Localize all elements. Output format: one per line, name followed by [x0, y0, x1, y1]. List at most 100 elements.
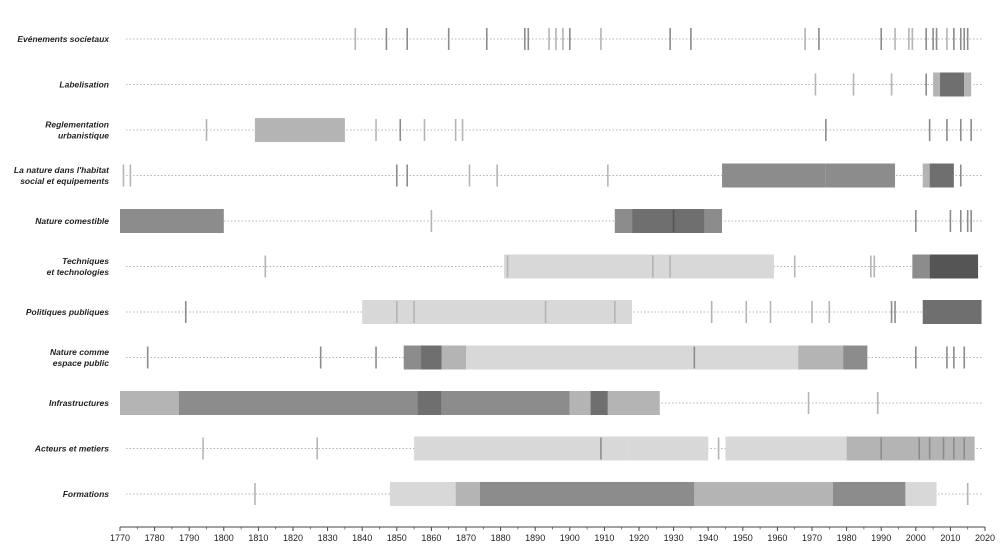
category-label-line: Acteurs et metiers	[34, 444, 109, 454]
event-tick	[652, 255, 654, 278]
period-band	[929, 163, 954, 188]
period-band	[120, 391, 179, 415]
event-tick	[690, 28, 692, 50]
event-tick	[966, 483, 969, 505]
category-row: Infrastructures	[49, 391, 982, 415]
category-row: Nature comme espace public	[50, 345, 982, 370]
period-band	[940, 72, 965, 97]
category-label: Evénements societaux	[17, 34, 110, 44]
period-band	[178, 391, 418, 415]
event-tick	[918, 437, 921, 460]
event-tick	[825, 119, 827, 141]
event-tick	[406, 164, 408, 187]
event-tick	[354, 28, 357, 50]
category-label-line: urbanistique	[58, 131, 109, 141]
event-tick	[264, 255, 267, 278]
event-tick	[928, 437, 931, 460]
event-tick	[915, 210, 917, 232]
category-row: Reglementation urbanistique	[45, 118, 982, 142]
event-tick	[496, 164, 498, 187]
event-tick	[793, 483, 796, 505]
category-label-line: Nature comestible	[35, 216, 109, 226]
period-band	[120, 209, 224, 233]
category-row: Acteurs et metiers	[34, 436, 982, 461]
event-tick	[953, 346, 955, 369]
category-label-line: espace public	[53, 358, 109, 368]
event-tick	[184, 301, 187, 323]
category-label-line: et technologies	[47, 267, 110, 277]
event-tick	[202, 437, 204, 460]
event-tick	[959, 164, 962, 187]
event-tick	[890, 73, 893, 96]
x-tick-label: 2000	[906, 533, 926, 543]
event-tick	[818, 346, 820, 369]
category-label-line: Formations	[63, 489, 110, 499]
period-band	[964, 72, 972, 97]
event-tick	[966, 210, 969, 232]
period-band	[607, 391, 660, 415]
x-tick-label: 1970	[802, 533, 822, 543]
period-band	[725, 436, 847, 461]
event-tick	[852, 73, 855, 96]
event-tick	[524, 28, 526, 50]
event-tick	[745, 301, 748, 323]
event-tick	[544, 301, 547, 323]
period-band	[403, 345, 422, 370]
event-tick	[876, 392, 879, 414]
x-tick-label: 1820	[283, 533, 303, 543]
x-tick-label: 1810	[248, 533, 268, 543]
period-band	[441, 345, 466, 370]
event-tick	[959, 28, 962, 50]
period-band	[912, 254, 930, 279]
x-tick-label: 1860	[421, 533, 441, 543]
category-row: Techniques et technologies	[47, 254, 982, 279]
event-tick	[963, 437, 966, 460]
event-tick	[953, 437, 955, 460]
x-tick-label: 1830	[318, 533, 338, 543]
category-row: Politiques publiques	[26, 300, 982, 324]
category-row: Nature comestible	[35, 209, 982, 233]
period-band	[632, 209, 705, 233]
category-label: Nature comestible	[35, 216, 109, 226]
x-tick-label: 2010	[940, 533, 960, 543]
event-tick	[915, 346, 917, 369]
event-tick	[946, 28, 948, 50]
event-tick	[468, 164, 471, 187]
x-tick-label: 1940	[698, 533, 718, 543]
period-band	[362, 300, 633, 324]
event-tick	[375, 346, 377, 369]
event-tick	[942, 437, 945, 460]
x-tick-label: 1900	[560, 533, 580, 543]
category-rows: Evénements societaux Labelisation Reglemen…	[14, 28, 982, 506]
event-tick	[928, 119, 931, 141]
event-tick	[818, 28, 820, 50]
category-label: Infrastructures	[49, 398, 109, 408]
event-tick	[953, 28, 955, 50]
category-label-line: Nature comme	[50, 347, 109, 357]
period-band	[704, 209, 723, 233]
period-band	[441, 391, 570, 415]
event-tick	[454, 119, 457, 141]
event-tick	[804, 28, 806, 50]
x-tick-label: 1980	[837, 533, 857, 543]
x-tick-label: 1840	[352, 533, 372, 543]
event-tick	[399, 119, 402, 141]
x-tick-label: 1930	[664, 533, 684, 543]
event-tick	[970, 119, 972, 141]
period-band	[922, 300, 982, 324]
event-tick	[880, 437, 882, 460]
category-row: Evénements societaux	[17, 28, 982, 50]
event-tick	[385, 28, 388, 50]
x-tick-label: 1950	[733, 533, 753, 543]
event-tick	[613, 301, 616, 323]
x-tick-label: 1990	[871, 533, 891, 543]
category-label: Formations	[63, 489, 110, 499]
x-tick-label: 1800	[214, 533, 234, 543]
event-tick	[959, 119, 962, 141]
period-band	[569, 391, 591, 415]
x-tick-label: 1910	[594, 533, 614, 543]
period-band	[832, 482, 906, 506]
event-tick	[548, 28, 550, 50]
event-tick	[669, 28, 671, 50]
